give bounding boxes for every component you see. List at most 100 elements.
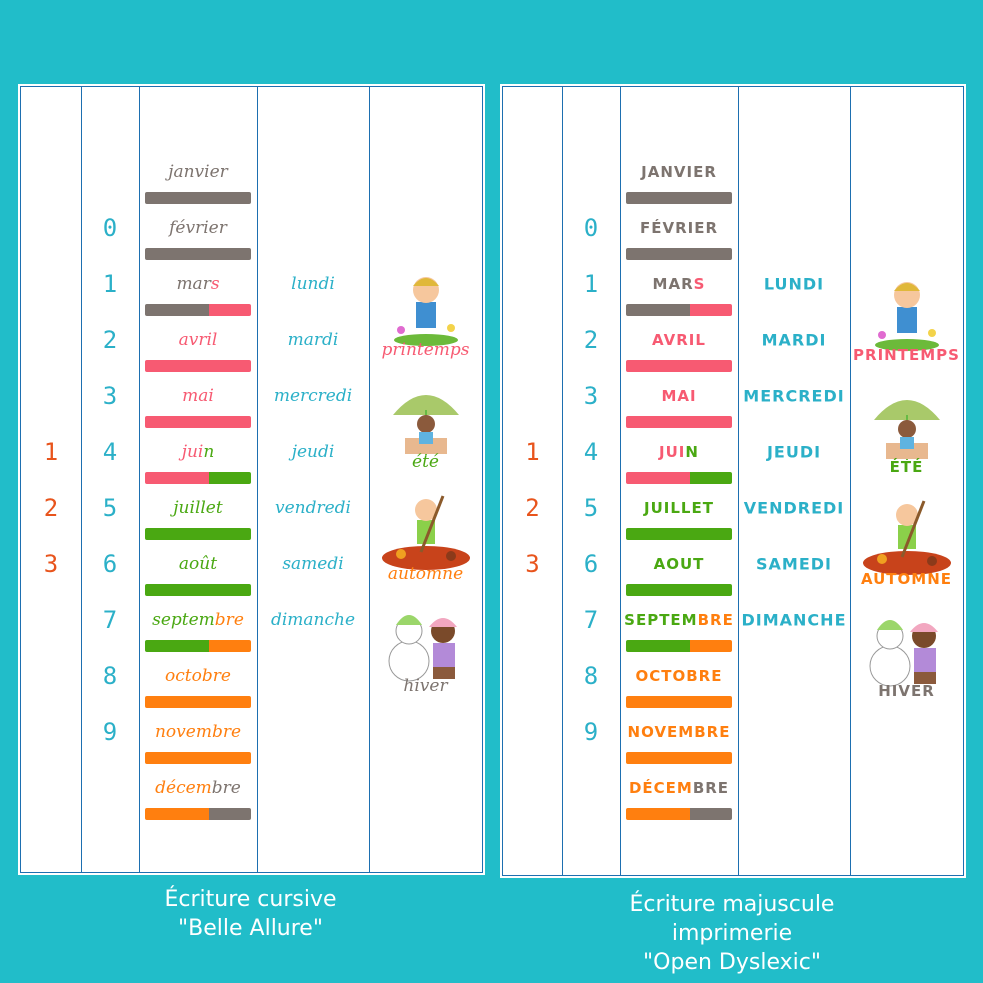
bar-segment: [208, 808, 251, 820]
bar-segment: [626, 416, 732, 428]
weekday-label: LUNDI: [763, 274, 825, 294]
month-label-part: juillet: [173, 498, 223, 518]
bar-segment: [626, 808, 690, 820]
month-label: AVRIL: [652, 331, 706, 349]
bar-segment: [689, 808, 732, 820]
weekday-label: JEUDI: [766, 442, 822, 462]
month-label: février: [169, 218, 227, 238]
month-label: JUIN: [659, 443, 699, 461]
season-label: été: [412, 452, 439, 472]
digit: 3: [102, 382, 118, 410]
small-number: 2: [43, 494, 59, 522]
month-label-part: n: [203, 442, 215, 462]
month-label-part: MAR: [652, 275, 694, 293]
bar-segment: [626, 360, 732, 372]
weekday-label: mercredi: [273, 386, 353, 406]
month-label: JANVIER: [641, 163, 717, 181]
caption-line: Écriture cursive: [164, 887, 337, 912]
month-label-part: JUILLET: [644, 499, 714, 517]
month-label-part: AVRIL: [652, 331, 706, 349]
small-number: 3: [525, 550, 540, 578]
month-label-part: avril: [178, 330, 218, 350]
month-color-bar: [626, 528, 732, 540]
weekday-label: jeudi: [291, 442, 335, 462]
bar-segment: [689, 472, 732, 484]
bar-segment: [208, 640, 251, 652]
digit: 8: [583, 662, 599, 690]
month-label-part: JANVIER: [641, 163, 717, 181]
month-label: MARS: [653, 275, 706, 293]
bar-segment: [626, 752, 732, 764]
digit: 5: [583, 494, 599, 522]
month-color-bar: [145, 752, 251, 764]
month-label-part: février: [169, 218, 227, 238]
month-color-bar: [626, 696, 732, 708]
digit: 9: [102, 718, 118, 746]
month-label: juillet: [173, 498, 222, 518]
month-label-part: DÉCEM: [628, 779, 693, 797]
caption-line: "Open Dyslexic": [643, 950, 821, 975]
month-color-bar: [145, 304, 251, 316]
month-label: décembre: [155, 778, 241, 798]
month-label-part: N: [685, 443, 699, 461]
month-label: août: [179, 554, 217, 574]
month-color-bar: [145, 528, 251, 540]
weekday-label: samedi: [282, 554, 344, 574]
bar-segment: [208, 304, 251, 316]
digit: 7: [583, 606, 599, 634]
weekday-label: MERCREDI: [743, 386, 845, 406]
digit: 4: [583, 438, 599, 466]
month-color-bar: [626, 808, 732, 820]
month-label: AOUT: [654, 555, 705, 573]
digit: 6: [102, 550, 118, 578]
month-color-bar: [145, 360, 251, 372]
month-color-bar: [145, 248, 251, 260]
bar-segment: [145, 528, 251, 540]
small-number: 3: [43, 550, 59, 578]
bar-segment: [626, 248, 732, 260]
column-divider: [562, 87, 563, 875]
digit: 8: [102, 662, 118, 690]
right_panel-panel: JANVIER FÉVRIER MARS AVRIL MAI JUIN JUILLET AOU…: [500, 84, 966, 878]
month-color-bar: [145, 808, 251, 820]
month-label-part: septem: [152, 610, 215, 630]
bar-segment: [145, 472, 209, 484]
digit: 1: [583, 270, 599, 298]
small-number: 2: [525, 494, 540, 522]
month-label-part: mar: [176, 274, 211, 294]
weekday-label: dimanche: [270, 610, 356, 630]
month-label: janvier: [168, 162, 228, 182]
bar-segment: [145, 192, 251, 204]
autumn-leaves-icon: [381, 492, 471, 576]
season-label: printemps: [381, 340, 470, 360]
winter-snowman-icon: [381, 599, 471, 693]
bar-segment: [626, 304, 690, 316]
digit: 1: [102, 270, 118, 298]
bar-segment: [145, 584, 251, 596]
month-label-part: AOUT: [653, 555, 705, 573]
caption-line: "Belle Allure": [178, 916, 323, 941]
season-label: ÉTÉ: [889, 458, 924, 476]
month-color-bar: [145, 472, 251, 484]
month-color-bar: [626, 248, 732, 260]
digit: 5: [102, 494, 118, 522]
month-color-bar: [145, 416, 251, 428]
month-label: OCTOBRE: [636, 667, 723, 685]
bar-segment: [145, 304, 209, 316]
left_panel-panel: janvier février mars avril mai juin juillet aoû…: [18, 84, 485, 875]
month-label: SEPTEMBRE: [624, 611, 734, 629]
month-label-part: août: [178, 554, 218, 574]
bar-segment: [145, 808, 209, 820]
bar-segment: [145, 640, 209, 652]
bar-segment: [689, 640, 732, 652]
spring-boy-icon: [391, 268, 461, 352]
month-color-bar: [626, 304, 732, 316]
month-label-part: bre: [214, 610, 244, 630]
winter-snowman-icon: [862, 604, 952, 698]
weekday-label: mardi: [287, 330, 339, 350]
month-label-part: BRE: [692, 779, 730, 797]
summer-umbrella-icon: [872, 385, 942, 469]
column-divider: [139, 87, 140, 872]
month-color-bar: [626, 640, 732, 652]
left_panel-caption: Écriture cursive "Belle Allure": [164, 885, 336, 943]
